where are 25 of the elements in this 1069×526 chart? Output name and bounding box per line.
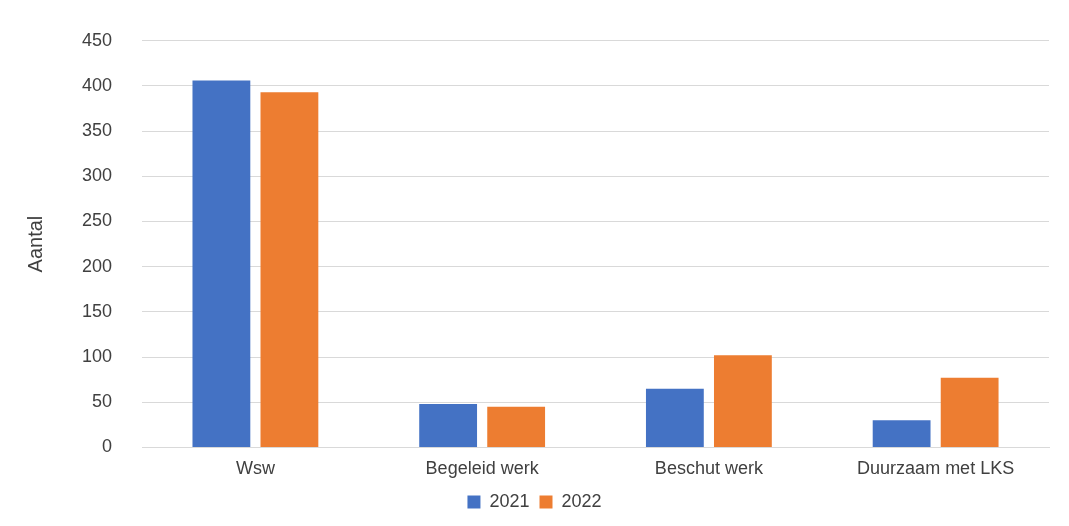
legend-label: 2022: [561, 490, 602, 511]
y-tick-label: 250: [81, 210, 113, 231]
y-axis-title: Aantal: [23, 215, 46, 273]
y-tick-label: 200: [81, 255, 113, 276]
y-tick-label: 150: [81, 300, 113, 321]
bar: [940, 377, 999, 447]
x-tick-label: Duurzaam met LKS: [857, 458, 1015, 479]
y-tick-label: 350: [81, 120, 113, 141]
y-tick-label: 300: [81, 165, 113, 186]
bar: [645, 388, 704, 447]
y-tick-label: 100: [81, 346, 113, 367]
bar: [487, 406, 546, 447]
bar: [192, 80, 251, 447]
x-tick-label: Beschut werk: [654, 458, 764, 479]
y-tick-label: 0: [102, 436, 113, 457]
y-tick-label: 50: [92, 391, 113, 412]
x-tick-label: Wsw: [235, 458, 276, 479]
x-tick-label: Begeleid werk: [425, 458, 540, 479]
legend-label: 2021: [489, 490, 530, 511]
bar: [713, 355, 772, 447]
bar: [260, 92, 319, 447]
bar: [872, 420, 931, 447]
y-tick-label: 450: [81, 29, 113, 50]
bar: [419, 404, 478, 447]
y-tick-label: 400: [81, 74, 113, 95]
